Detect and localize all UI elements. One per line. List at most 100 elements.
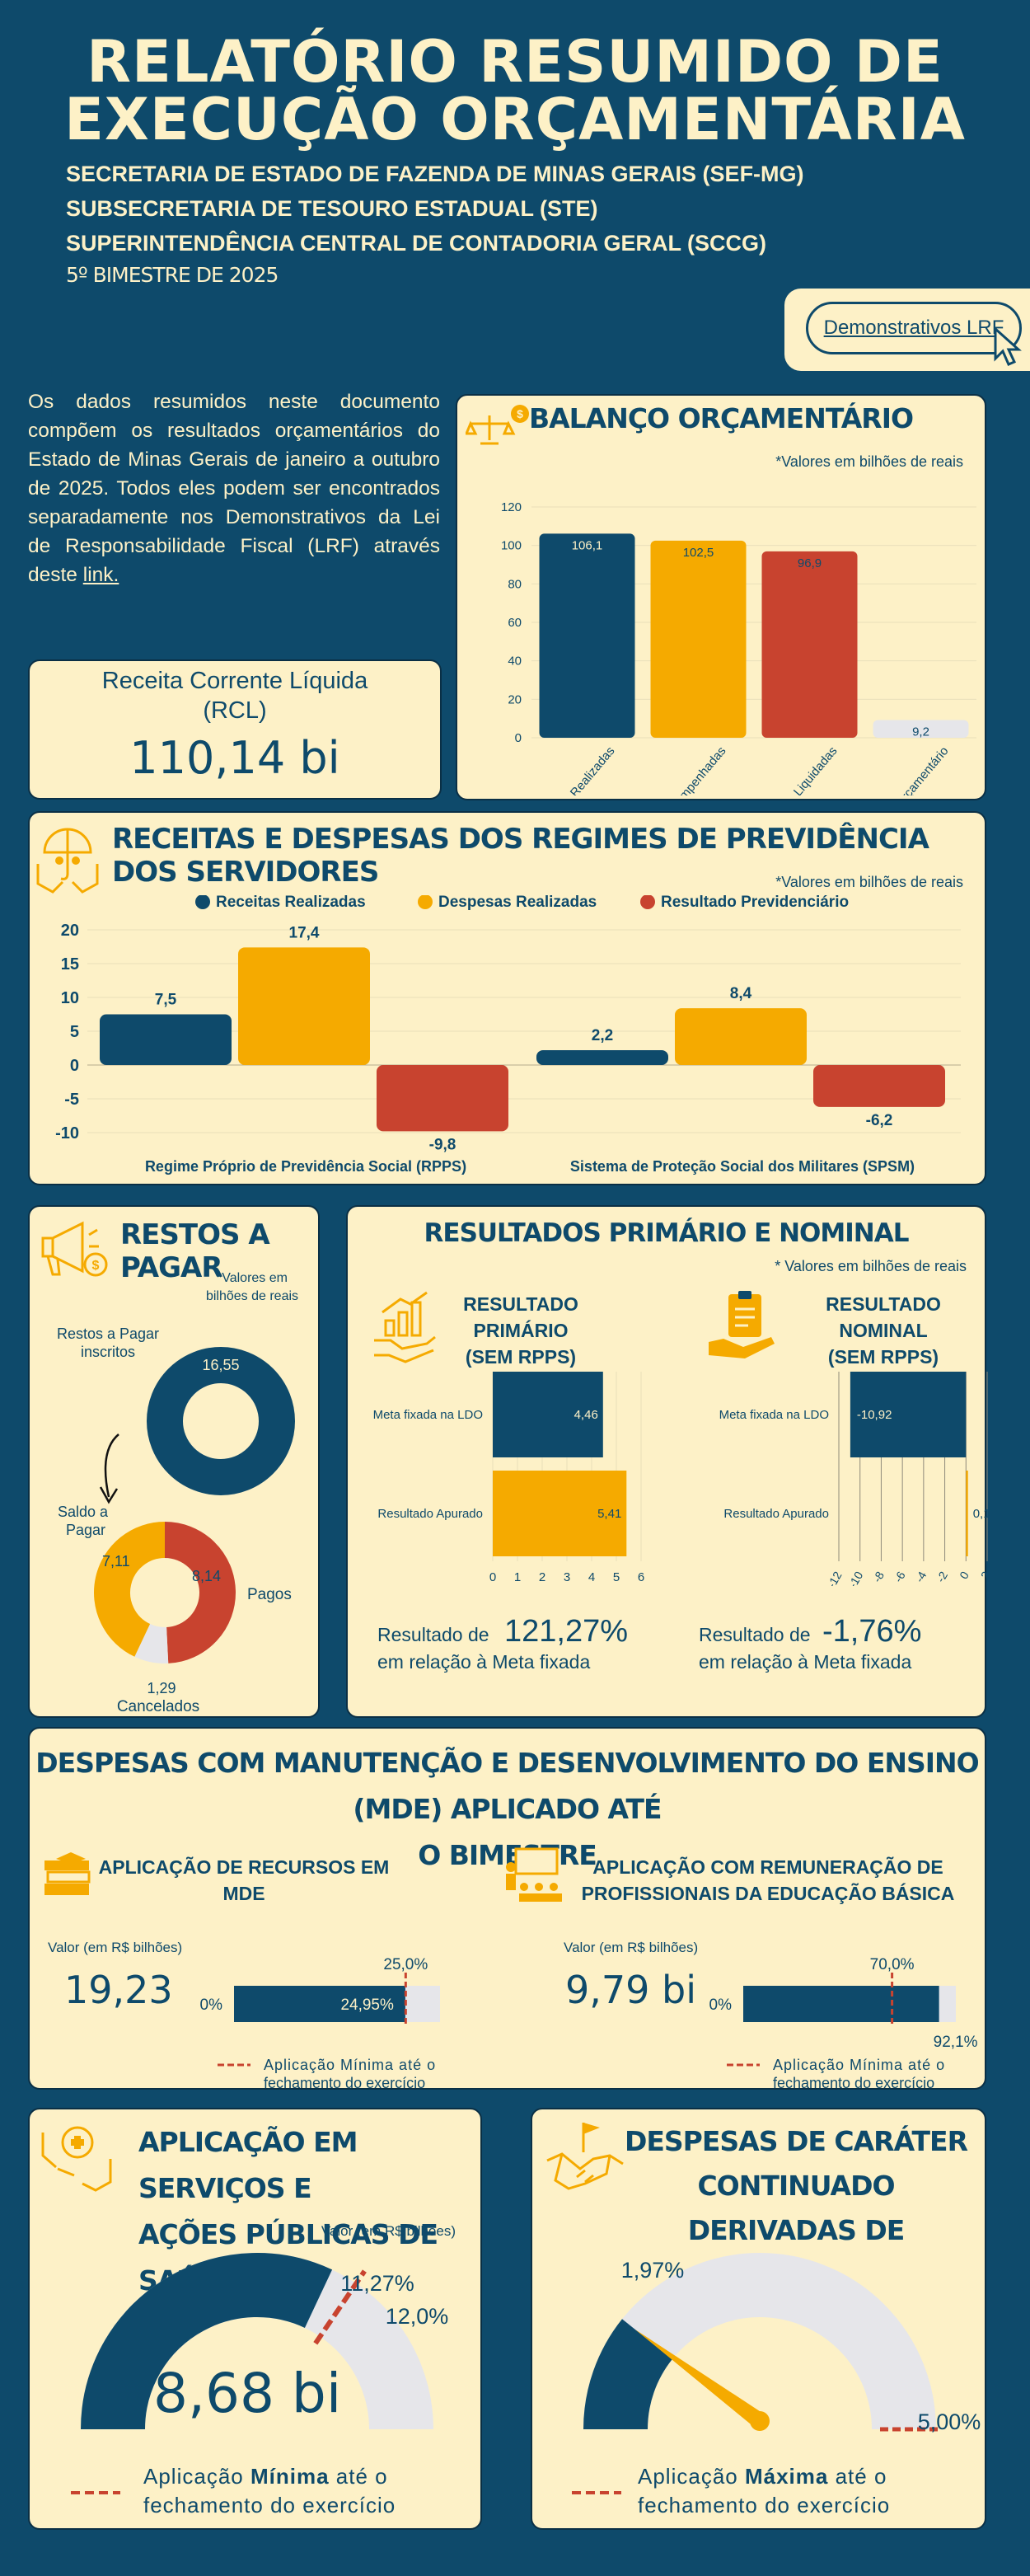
balanco-ytick: 80 [508, 577, 522, 591]
previdencia-bar [100, 1014, 232, 1065]
ppp-needle-hub [750, 2411, 770, 2431]
balanco-value-label: 106,1 [572, 538, 603, 552]
mde-left-heading-line2: MDE [222, 1883, 265, 1904]
nominal-bar [966, 1471, 968, 1556]
mde-left-value-caption: Valor (em R$ bilhões) [48, 1940, 183, 1955]
primario-heading-line2: PRIMÁRIO [473, 1320, 569, 1341]
balanco-bar [761, 551, 858, 738]
ppp-percent-label: 1,97% [621, 2258, 685, 2283]
primario-heading-line3: (SEM RPPS) [465, 1346, 577, 1368]
restos-saldo-label-line1: Saldo a [58, 1504, 109, 1520]
restos-inscritos-label-line1: Restos a Pagar [57, 1326, 159, 1342]
mde-right-legend-line1: Aplicação Mínima até o [773, 2057, 945, 2073]
balanco-value-label: 96,9 [798, 556, 822, 570]
nominal-result-value: -1,76% [822, 1614, 922, 1649]
lrf-button-panel: Demonstrativos LRF [784, 289, 1030, 371]
health-hands-icon [41, 2126, 112, 2192]
nominal-result-prefix: Resultado de [699, 1624, 811, 1645]
primario-nominal-title: RESULTADOS PRIMÁRIO E NOMINAL [424, 1218, 910, 1248]
nominal-bar [850, 1372, 967, 1457]
previdencia-value-label: -6,2 [866, 1112, 893, 1129]
books-icon [44, 1852, 91, 1895]
growth-hand-icon [374, 1291, 436, 1363]
period-label: 5º BIMESTRE DE 2025 [66, 263, 279, 287]
saude-legend-post: até o [329, 2464, 388, 2489]
saude-percent-label: 11,27% [340, 2271, 414, 2296]
mde-right-axis-zero: 0% [709, 1997, 733, 2014]
mde-right-heading-line1: APLICAÇÃO COM REMUNERAÇÃO DE [592, 1856, 943, 1878]
mde-right-legend-line2: fechamento do exercício [773, 2075, 934, 2091]
restos-cancelados-label: Cancelados [117, 1698, 199, 1715]
balanco-category-label: Despesas Liquidadas [753, 744, 840, 795]
previdencia-legend-marker [418, 895, 433, 909]
saude-title-line1: APLICAÇÃO EM SERVIÇOS E [138, 2126, 358, 2204]
previdencia-value-label: 7,5 [155, 992, 177, 1009]
previdencia-value-label: 8,4 [730, 985, 752, 1002]
balanco-ytick: 20 [508, 692, 522, 706]
mde-left-heading-line1: APLICAÇÃO DE RECURSOS EM [98, 1856, 390, 1878]
primario-nominal-charts: 0 1 2 3 4 5 6 Meta fixada na LDO 4,46 Resultado A… [373, 1372, 988, 1586]
restos-pagos-label: Pagos [247, 1586, 292, 1603]
rcl-label-line2: (RCL) [203, 697, 267, 724]
ppp-card: DESPESAS DE CARÁTER CONTINUADO DERIVADAS… [531, 2108, 986, 2530]
ppp-gauge: 1,97% 5,00% [583, 2253, 981, 2434]
saude-min-marker [313, 2269, 367, 2345]
previdencia-bar [238, 947, 370, 1065]
nominal-xtick: -2 [934, 1569, 950, 1584]
previdencia-bar [813, 1065, 945, 1107]
svg-text:$: $ [92, 1259, 100, 1273]
mde-left-axis-zero: 0% [200, 1997, 223, 2014]
previdencia-ytick: 15 [61, 955, 79, 974]
primario-xtick: 3 [564, 1570, 570, 1584]
teacher-class-icon [506, 1847, 562, 1902]
balanco-ytick: 60 [508, 616, 522, 630]
saude-legend-pre: Aplicação [143, 2464, 250, 2489]
previdencia-category-label: Regime Próprio de Previdência Social (RP… [145, 1158, 466, 1175]
mde-left-min-label: 25,0% [383, 1956, 428, 1973]
restos-note-line2: bilhões de reais [205, 1289, 299, 1303]
previdencia-ytick: 5 [70, 1023, 79, 1041]
saude-value-caption: Valor (em R$ bilhões) [321, 2223, 456, 2239]
intro-link[interactable]: link. [82, 564, 119, 586]
report-title-line2: EXECUÇÃO ORÇAMENTÁRIA [64, 86, 966, 153]
ppp-legend-pre: Aplicação [638, 2464, 745, 2489]
ppp-legend-dash [572, 2491, 621, 2494]
rcl-value: 110,14 bi [129, 732, 340, 784]
intro-text: Os dados resumidos neste documento compõ… [28, 391, 440, 586]
nominal-category-label: Meta fixada na LDO [719, 1408, 829, 1422]
previdencia-ytick: -10 [55, 1124, 79, 1143]
restos-situacao-slice [164, 1522, 236, 1663]
primario-category-label: Meta fixada na LDO [373, 1408, 483, 1422]
balanco-bar [539, 533, 635, 738]
restos-inscritos-label-line2: inscritos [81, 1344, 135, 1360]
balanco-value-label: 9,2 [912, 725, 929, 739]
balanco-chart: 0 20 40 60 80 100 120 106,1 Receitas Realizadas 1… [501, 500, 976, 795]
restos-saldo-label-line2: Pagar [66, 1522, 105, 1538]
nominal-xtick: -6 [892, 1569, 908, 1584]
balanco-value-label: 102,5 [683, 546, 714, 560]
previdencia-ytick: -5 [64, 1091, 79, 1109]
previdencia-value-label: 17,4 [289, 924, 320, 941]
nominal-heading-line3: (SEM RPPS) [827, 1346, 939, 1368]
balanco-note: *Valores em bilhões de reais [775, 453, 963, 470]
restos-card: $ RESTOS A PAGAR *Valores em bilhões de … [28, 1205, 320, 1718]
nominal-category-label: Resultado Apurado [723, 1507, 829, 1521]
ppp-arc [583, 2319, 673, 2431]
nominal-heading-line2: NOMINAL [839, 1320, 928, 1341]
restos-inscritos-ring [147, 1347, 295, 1495]
lrf-demonstrativos-button[interactable]: Demonstrativos LRF [806, 302, 1022, 354]
primario-nominal-note: * Valores em bilhões de reais [775, 1258, 967, 1274]
previdencia-value-label: -9,8 [429, 1136, 456, 1153]
scale-coin-icon: $ [466, 405, 529, 445]
balanco-category-label: Despesas Empenhadas [634, 744, 728, 795]
mde-bars: 0% 25,0% 24,95% Aplicação Mínima até o fecha… [200, 1956, 978, 2091]
nominal-result-suffix: em relação à Meta fixada [699, 1651, 912, 1673]
primario-value-label: 5,41 [597, 1507, 621, 1521]
balanco-category-label: Superávit Orçamentário [857, 744, 952, 795]
previdencia-category-label: Sistema de Proteção Social dos Militares… [570, 1158, 915, 1175]
primario-xtick: 4 [588, 1570, 595, 1584]
cursor-icon [994, 326, 1022, 366]
balanco-ytick: 120 [501, 500, 522, 514]
nominal-xtick: 0 [957, 1569, 971, 1581]
restos-title: RESTOS A PAGAR [120, 1218, 270, 1284]
